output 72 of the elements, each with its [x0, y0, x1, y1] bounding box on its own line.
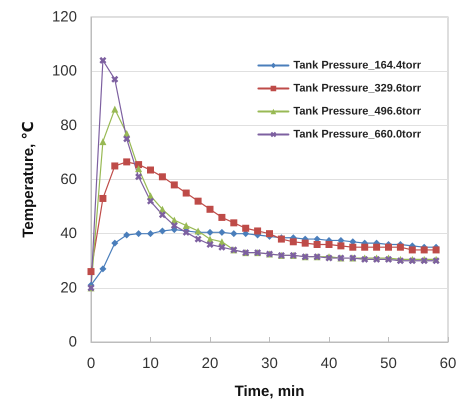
point [194, 198, 202, 205]
point [158, 227, 166, 234]
x-axis-title: Time, min [234, 383, 304, 400]
point [396, 244, 404, 251]
x-tick-label: 10 [142, 355, 159, 372]
x-tick-label: 30 [261, 355, 278, 372]
point [123, 232, 130, 239]
point [432, 246, 440, 254]
y-tick-label: 80 [60, 116, 77, 134]
x-tick-label: 50 [380, 355, 397, 372]
point [170, 222, 178, 230]
point [326, 241, 332, 248]
point [254, 227, 262, 234]
point [182, 222, 190, 230]
legend-label: Tank Pressure_164.4torr [293, 60, 422, 72]
legend-label: Tank Pressure_496.6torr [293, 106, 422, 118]
point [135, 161, 142, 168]
point [218, 214, 226, 221]
point [182, 190, 190, 197]
point [337, 242, 344, 250]
point [230, 219, 238, 226]
x-tick-label: 20 [202, 355, 218, 372]
point [194, 236, 202, 243]
point [206, 241, 214, 248]
y-tick-label: 20 [60, 279, 77, 296]
point [385, 244, 392, 251]
point [206, 206, 214, 213]
point [99, 265, 106, 272]
point [135, 173, 142, 180]
point [206, 228, 214, 236]
y-axis-title: Temperature, ℃ [20, 121, 37, 238]
y-tick-label: 40 [60, 225, 77, 242]
y-tick-label: 100 [52, 62, 77, 80]
point [147, 230, 154, 238]
x-tick-label: 0 [86, 355, 96, 372]
x-tick-label: 60 [440, 355, 456, 372]
point [135, 230, 142, 238]
x-tick-label: 40 [320, 355, 338, 372]
point [111, 106, 118, 113]
point [111, 240, 118, 247]
y-tick-label: 120 [52, 8, 77, 26]
point [408, 246, 416, 254]
point [230, 230, 238, 238]
point [420, 246, 428, 254]
point [314, 241, 321, 248]
y-tick-label: 60 [60, 171, 77, 188]
point [266, 230, 273, 238]
point [147, 198, 154, 205]
point [218, 228, 226, 236]
point [361, 244, 368, 251]
y-tick-label: 0 [68, 334, 77, 350]
point [123, 158, 130, 166]
point [135, 165, 142, 172]
point [99, 194, 106, 202]
legend-label: Tank Pressure_660.0torr [293, 128, 422, 140]
point [290, 238, 297, 246]
point [242, 224, 250, 232]
point [111, 162, 118, 170]
legend-label: Tank Pressure_329.6torr [293, 82, 422, 94]
point [302, 240, 309, 247]
point [218, 244, 226, 251]
point [147, 166, 154, 174]
point [158, 211, 166, 218]
point [111, 76, 118, 83]
point [170, 181, 178, 188]
point [88, 268, 94, 276]
point [99, 56, 106, 64]
point [123, 135, 130, 142]
point [373, 244, 380, 251]
point [99, 138, 106, 146]
point [158, 173, 166, 180]
point [349, 244, 356, 251]
